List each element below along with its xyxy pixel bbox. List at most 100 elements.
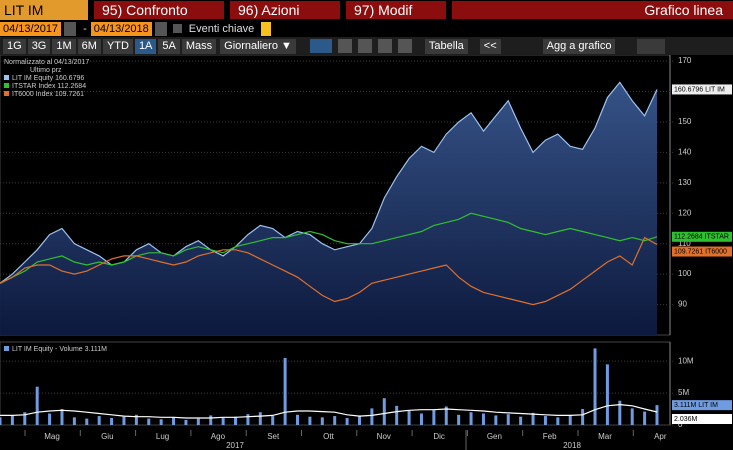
value-tag: 160.6796 LIT IM — [674, 86, 725, 93]
legend-name: IT6000 Index — [12, 91, 53, 98]
legend-swatch — [4, 91, 9, 96]
volume-bar — [320, 417, 324, 425]
volume-bar — [643, 411, 647, 425]
line-icon[interactable] — [309, 39, 332, 53]
y-tick-label: 5M — [678, 388, 689, 397]
table-button[interactable]: Tabella — [424, 38, 468, 54]
bar-icon[interactable] — [357, 39, 372, 53]
volume-bar — [618, 400, 622, 425]
volume-bar — [395, 405, 399, 425]
checkbox[interactable] — [172, 24, 182, 33]
volume-bar — [345, 417, 349, 425]
period-button[interactable]: Mass — [181, 38, 217, 54]
period-button[interactable]: YTD — [102, 38, 133, 54]
legend-entry: IT6000 Index 109.7261 — [12, 91, 84, 98]
settings-button[interactable] — [637, 38, 666, 54]
y-tick-label: 110 — [678, 239, 691, 248]
y-tick-label: 130 — [678, 178, 692, 187]
x-tick-label: Nov — [377, 432, 391, 441]
period-button[interactable]: 6M — [77, 38, 101, 54]
period-button[interactable]: 1M — [52, 38, 76, 54]
tab[interactable]: 97) Modif — [346, 1, 446, 19]
x-tick-label: Gen — [487, 432, 502, 441]
volume-bar — [469, 412, 473, 425]
tab[interactable]: 95) Confronto — [94, 1, 224, 19]
date-bar: 04/13/2017 - 04/13/2018 Eventi chiave — [0, 20, 733, 37]
chart: 90100110120130140150160170160.6796 LIT I… — [0, 55, 732, 450]
x-tick-label: Mag — [44, 432, 60, 441]
legend-value: 112.2684 — [57, 83, 86, 90]
chart-kind[interactable]: Grafico linea — [452, 1, 733, 19]
calendar-icon[interactable] — [64, 21, 77, 36]
x-tick-label: Apr — [654, 432, 667, 441]
events-label[interactable]: Eventi chiave — [188, 22, 255, 35]
period-button[interactable]: 3G — [27, 38, 51, 54]
y-tick-label: 150 — [678, 117, 692, 126]
series-line — [0, 403, 658, 419]
period-button[interactable]: 5A — [158, 38, 180, 54]
volume-bar — [333, 416, 337, 425]
collapse-button[interactable]: << — [479, 38, 501, 54]
volume-bar — [134, 414, 138, 425]
value-tag-bg — [672, 84, 732, 95]
value-tag: 112.2684 ITSTAR — [674, 234, 729, 241]
volume-bar — [122, 416, 126, 425]
volume-bar — [72, 417, 76, 425]
value-tag-bg — [672, 400, 732, 411]
volume-bar — [258, 412, 262, 425]
info-icon[interactable] — [261, 21, 272, 36]
volume-bar — [110, 417, 114, 425]
volume-bar — [357, 415, 361, 425]
ticker-field[interactable]: LIT IM Equity — [0, 0, 88, 38]
volume-bar — [48, 413, 52, 425]
volume-bar — [605, 364, 609, 425]
legend-entry: ITSTAR Index 112.2684 — [12, 83, 86, 90]
volume-bar — [196, 418, 200, 425]
y-tick-label: 90 — [678, 300, 687, 309]
y-tick-label: 0 — [678, 420, 683, 429]
period-button[interactable]: 1G — [3, 38, 26, 54]
volume-bar — [184, 419, 188, 425]
volume-bar — [531, 412, 535, 425]
x-tick-label: Giu — [101, 432, 113, 441]
volume-bar — [85, 418, 89, 425]
volume-bar — [10, 415, 14, 425]
volume-bar — [246, 414, 250, 425]
volume-bar — [543, 416, 547, 425]
x-tick-label: Dic — [433, 432, 445, 441]
series-line — [0, 81, 658, 284]
volume-bar — [382, 398, 386, 425]
volume-bar — [35, 386, 39, 425]
add-button[interactable]: Agg a grafico — [542, 38, 616, 54]
ohlc-icon[interactable] — [377, 39, 392, 53]
value-tag-bg — [672, 246, 732, 257]
hlc-icon[interactable] — [397, 39, 412, 53]
volume-bar — [494, 415, 498, 425]
volume-bar — [209, 415, 213, 425]
calendar-icon[interactable] — [154, 21, 167, 36]
series-area — [0, 82, 657, 336]
legend-name: LIT IM Equity — [12, 75, 54, 82]
legend-value: 160.6796 — [55, 75, 84, 82]
separator: - — [83, 22, 87, 35]
volume-bar — [444, 406, 448, 425]
tab[interactable]: 96) Azioni — [230, 1, 340, 19]
x-tick-label: Ago — [211, 432, 226, 441]
volume-bar — [556, 417, 560, 425]
volume-bar — [97, 416, 101, 425]
candle-icon[interactable] — [337, 39, 352, 53]
legend-entry: LIT IM Equity 160.6796 — [12, 75, 84, 82]
start-date[interactable]: 04/13/2017 — [0, 21, 62, 36]
panel-title: LIT IM Equity - Volume 3.111M — [12, 346, 107, 353]
frequency-select[interactable]: Giornaliero ▼ — [220, 38, 296, 54]
volume-bar — [283, 357, 287, 425]
period-button[interactable]: 1A — [134, 38, 157, 54]
x-tick-label: Feb — [543, 432, 557, 441]
end-date[interactable]: 04/13/2018 — [90, 21, 152, 36]
volume-bar — [581, 409, 585, 425]
x-tick-label: Lug — [156, 432, 169, 441]
x-tick-label: Set — [267, 432, 280, 441]
value-tag-bg — [672, 231, 732, 242]
note: Normalizzato al 04/13/2017 — [4, 59, 89, 66]
